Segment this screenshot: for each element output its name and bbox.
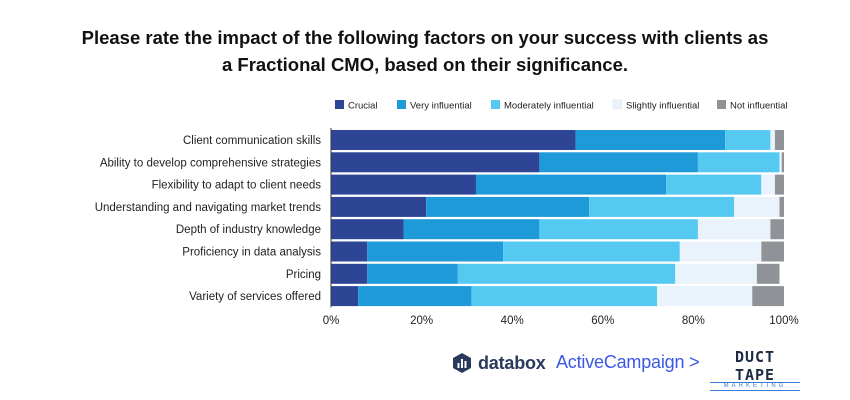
bar-0-0 <box>331 130 576 150</box>
legend-swatch-0 <box>335 100 344 109</box>
x-tick-label-1: 20% <box>410 315 433 327</box>
legend-swatch-4 <box>717 100 726 109</box>
legend-swatch-3 <box>612 99 623 110</box>
duct-tape-sub: MARKETING <box>710 382 800 391</box>
x-tick-label-0: 0% <box>323 315 340 327</box>
bar-3-4 <box>779 196 784 217</box>
bar-1-3 <box>779 152 782 173</box>
bar-4-0 <box>331 219 404 240</box>
bar-6-1 <box>367 263 458 284</box>
x-tick-label-4: 80% <box>682 315 705 327</box>
footer-logos: databox ActiveCampaign > DUCT TAPE MARKE… <box>0 348 850 391</box>
bar-5-3 <box>679 241 762 262</box>
bar-3-0 <box>331 196 427 217</box>
category-label-0: Client communication skills <box>183 135 321 147</box>
legend-swatch-2 <box>491 100 500 109</box>
legend-label-0: Crucial <box>348 101 378 112</box>
activecampaign-logo: ActiveCampaign > <box>556 352 700 372</box>
legend-label-4: Not influential <box>730 101 788 112</box>
bar-4-1 <box>403 219 540 240</box>
category-label-6: Pricing <box>286 269 321 281</box>
bar-1-2 <box>697 152 780 173</box>
bar-7-2 <box>471 286 658 307</box>
duct-tape-marketing-logo: DUCT TAPE MARKETING <box>710 348 800 391</box>
bar-1-1 <box>539 152 698 173</box>
bar-2-0 <box>331 174 476 195</box>
category-label-4: Depth of industry knowledge <box>176 224 321 236</box>
bar-4-2 <box>539 219 698 240</box>
category-label-7: Variety of services offered <box>189 291 321 303</box>
bar-3-2 <box>589 196 735 217</box>
bar-0-3 <box>770 130 775 150</box>
bar-6-3 <box>675 263 757 284</box>
databox-label: databox <box>478 352 546 373</box>
bar-7-4 <box>752 286 784 307</box>
chart-title-line-1: Please rate the impact of the following … <box>81 27 769 48</box>
bar-2-3 <box>761 174 775 195</box>
bar-2-1 <box>475 174 667 195</box>
bar-7-1 <box>358 286 472 307</box>
bar-5-2 <box>503 241 680 262</box>
chart-title-line-2: a Fractional CMO, based on their signifi… <box>221 54 629 75</box>
bar-1-0 <box>331 152 540 173</box>
legend-label-2: Moderately influential <box>504 101 594 112</box>
bar-0-1 <box>575 130 726 150</box>
x-tick-label-5: 100% <box>769 315 798 327</box>
bar-5-0 <box>331 241 368 262</box>
bar-7-0 <box>331 286 359 307</box>
bar-6-2 <box>457 263 676 284</box>
bar-6-4 <box>756 263 780 284</box>
bar-0-4 <box>774 130 784 150</box>
bar-2-4 <box>774 174 784 195</box>
legend-label-1: Very influential <box>410 101 472 112</box>
bar-5-1 <box>367 241 504 262</box>
bar-4-4 <box>770 219 784 240</box>
bar-3-3 <box>734 196 780 217</box>
legend-label-3: Slightly influential <box>626 101 699 112</box>
category-label-2: Flexibility to adapt to client needs <box>152 180 322 192</box>
bar-7-3 <box>657 286 753 307</box>
bar-3-1 <box>426 196 590 217</box>
category-label-1: Ability to develop comprehensive strateg… <box>100 157 321 169</box>
x-tick-label-3: 60% <box>591 315 614 327</box>
legend-swatch-1 <box>397 100 406 109</box>
bar-2-2 <box>666 174 762 195</box>
bar-4-3 <box>697 219 771 240</box>
category-label-5: Proficiency in data analysis <box>182 247 321 259</box>
bar-0-2 <box>725 130 771 150</box>
bar-5-4 <box>761 241 784 262</box>
bar-1-4 <box>781 152 785 173</box>
databox-logo: databox <box>452 352 546 374</box>
duct-tape-main: DUCT TAPE <box>734 348 776 384</box>
x-tick-label-2: 40% <box>501 315 524 327</box>
category-label-3: Understanding and navigating market tren… <box>95 202 322 214</box>
bar-6-0 <box>331 263 368 284</box>
databox-hexagon-icon <box>453 353 471 373</box>
chart-title: Please rate the impact of the following … <box>0 24 850 78</box>
